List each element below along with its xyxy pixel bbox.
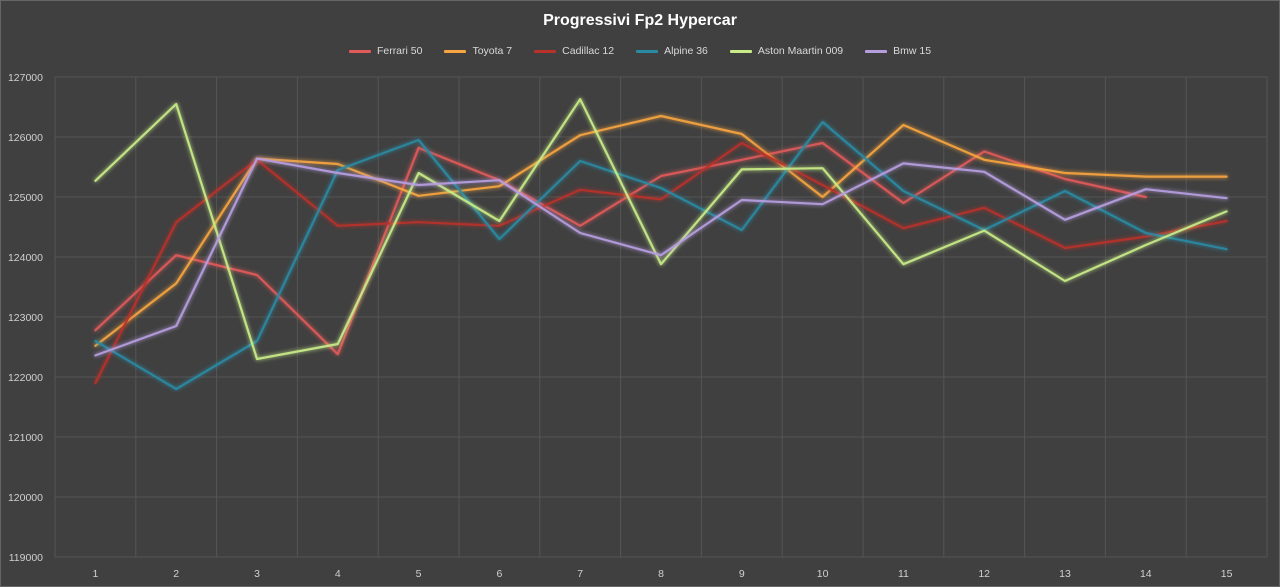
chart-title: Progressivi Fp2 Hypercar (543, 12, 737, 29)
legend: Ferrari 50 Toyota 7 Cadillac 12 Alpine 36 As… (1, 45, 1279, 57)
legend-swatch (865, 49, 888, 53)
y-tick-label: 120000 (8, 492, 43, 504)
x-tick-label: 10 (817, 568, 829, 580)
x-tick-label: 3 (254, 568, 260, 580)
series-line-aston-maartin-009 (94, 98, 1228, 361)
x-tick-label: 1 (92, 568, 98, 580)
legend-swatch (729, 49, 752, 53)
legend-item: Bmw 15 (865, 45, 931, 57)
legend-label: Toyota 7 (472, 45, 513, 57)
x-tick-label: 12 (978, 568, 990, 580)
legend-swatch (348, 49, 371, 53)
legend-label: Cadillac 12 (562, 45, 615, 57)
legend-item: Toyota 7 (444, 45, 512, 57)
y-tick-label: 125000 (8, 192, 43, 204)
x-tick-label: 6 (496, 568, 502, 580)
legend-item: Ferrari 50 (348, 45, 423, 57)
x-tick-label: 2 (173, 568, 179, 580)
y-tick-label: 126000 (8, 132, 43, 144)
x-tick-label: 9 (739, 568, 745, 580)
y-tick-label: 121000 (8, 432, 43, 444)
legend-item: Aston Maartin 009 (729, 45, 844, 57)
y-tick-label: 127000 (8, 72, 43, 84)
x-tick-label: 14 (1140, 568, 1152, 580)
x-tick-label: 13 (1059, 568, 1071, 580)
x-tick-label: 5 (416, 568, 422, 580)
series-line-toyota-7 (94, 114, 1228, 347)
series-line-ferrari-50 (94, 141, 1147, 356)
x-tick-label: 7 (577, 568, 583, 580)
legend-item: Cadillac 12 (534, 45, 614, 57)
legend-swatch (534, 49, 557, 53)
legend-swatch (444, 49, 467, 53)
y-tick-label: 119000 (9, 552, 43, 564)
series-line-bmw-15 (94, 157, 1228, 357)
legend-label: Ferrari 50 (376, 45, 423, 57)
x-tick-label: 4 (335, 568, 341, 580)
x-tick-label: 15 (1221, 568, 1233, 580)
y-tick-label: 122000 (8, 372, 43, 384)
series-line-cadillac-12 (94, 141, 1228, 385)
y-tick-label: 123000 (8, 312, 43, 324)
y-tick-label: 124000 (8, 252, 43, 264)
legend-label: Bmw 15 (893, 45, 932, 57)
legend-item: Alpine 36 (636, 45, 708, 57)
legend-label: Alpine 36 (664, 45, 708, 57)
legend-label: Aston Maartin 009 (757, 45, 844, 57)
legend-swatch (636, 49, 659, 53)
x-tick-label: 8 (658, 568, 664, 580)
x-tick-label: 11 (898, 568, 909, 580)
